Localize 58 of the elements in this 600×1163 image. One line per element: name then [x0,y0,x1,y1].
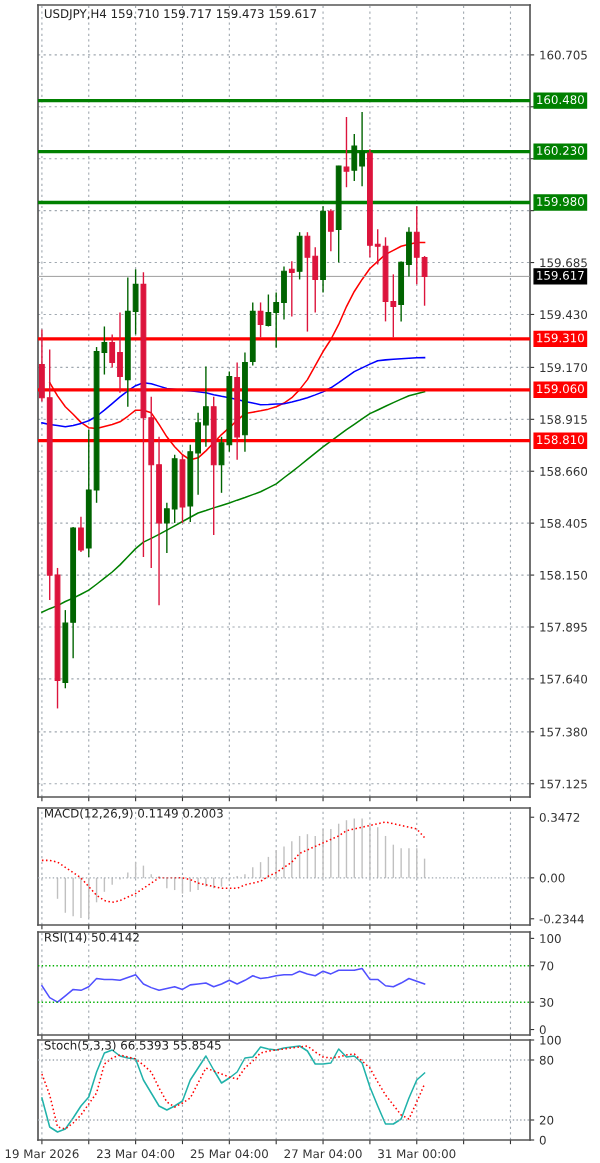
y-tick-label: 0.00 [539,873,565,883]
line-series [41,390,426,613]
candlestick [257,301,264,339]
ref-line-label: 159.060 [537,384,584,394]
y-tick-label: 70 [540,961,554,971]
y-tick-label: 157.895 [540,622,587,632]
candlestick [374,228,381,266]
x-tick-label: 23 Mar 04:00 [97,1149,175,1159]
y-tick-label: 30 [539,997,554,1007]
y-tick-label: 157.640 [540,674,588,684]
x-tick-label: 25 Mar 04:00 [190,1149,268,1159]
ref-line-label: 160.480 [537,95,584,105]
y-tick-label: 0.3472 [539,812,580,822]
y-tick-label: 158.915 [540,415,587,424]
x-tick-label: 31 Mar 00:00 [378,1149,456,1159]
line-series [41,356,426,428]
candlestick [163,502,170,554]
ref-line-label: 159.617 [537,270,584,280]
chart-title: USDJPY,H4 159.710 159.717 159.473 159.617 [44,9,317,21]
y-tick-label: 100 [540,934,561,944]
ref-line-label: 160.230 [537,146,584,156]
y-tick-label: 20 [539,1115,554,1125]
y-tick-label: 100 [540,1035,561,1045]
y-tick-label: 158.660 [540,466,588,476]
x-tick-label: 27 Mar 04:00 [284,1149,362,1159]
chart-title: MACD(12,26,9) 0.1149 0.2003 [45,808,223,820]
ref-line-label: 158.810 [537,435,584,445]
candlestick [421,255,428,307]
candlestick [304,231,311,333]
y-tick-label: 157.380 [540,727,588,737]
candlestick [312,246,319,314]
chart-title: Stoch(5,3,3) 66.5393 55.8545 [44,1040,221,1052]
candlestick [327,208,334,253]
line-series [41,967,426,1003]
ref-line-label: 159.980 [537,196,584,206]
y-tick-label: 157.125 [540,779,587,789]
candlestick [203,365,209,448]
y-tick-label: 0 [539,1135,546,1145]
y-tick-label: 158.405 [540,518,587,528]
x-tick-label: 19 Mar 2026 [5,1149,79,1159]
y-tick-label: 158.150 [540,570,588,580]
y-tick-label: 160.705 [540,50,587,60]
candlestick [288,260,295,318]
y-tick-label: 159.685 [540,258,587,268]
candlestick [78,516,84,553]
candlestick [109,333,116,369]
line-series [41,821,426,904]
y-tick-label: 159.170 [540,363,588,373]
candlestick [273,291,280,349]
candlestick [265,293,272,328]
y-tick-label: -0.2344 [539,914,584,924]
chart-title: RSI(14) 50.4142 [45,932,139,944]
y-tick-label: 80 [539,1055,554,1065]
candlestick [359,111,365,187]
candlestick [343,116,350,188]
y-tick-label: 159.430 [540,310,588,320]
ref-line-label: 159.310 [537,333,584,343]
y-tick-label: 0 [539,1025,546,1035]
